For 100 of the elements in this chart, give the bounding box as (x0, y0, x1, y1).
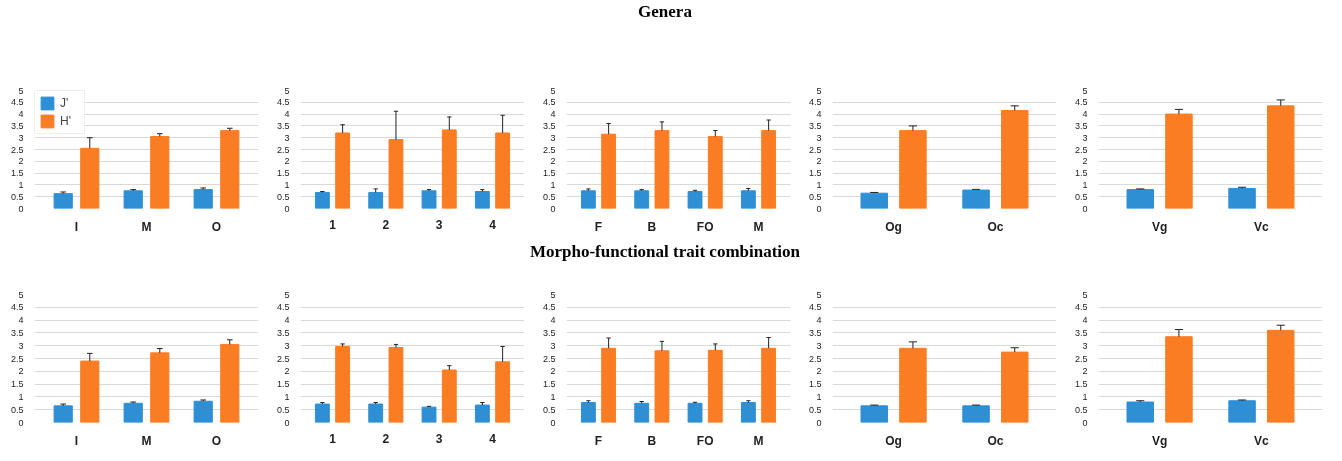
y-tick-label: 3.5 (10, 327, 24, 338)
y-tick-label: 4.5 (808, 97, 822, 108)
bar (962, 189, 990, 209)
y-tick-label: 0.5 (10, 404, 24, 415)
y-tick-label: 0 (18, 417, 24, 428)
y-tick-label: 1 (18, 391, 24, 402)
y-tick-label: 1.5 (808, 379, 822, 390)
y-tick-label: 0 (550, 203, 556, 214)
y-tick-label: 0 (284, 417, 290, 428)
y-tick-label: 2 (816, 156, 822, 167)
y-tick-label: 4.5 (276, 302, 290, 313)
bar (654, 130, 670, 209)
bar (707, 349, 723, 423)
y-tick-label: 4 (1082, 109, 1088, 120)
x-tick-label: M (141, 433, 152, 448)
bar (1001, 110, 1029, 209)
x-tick-label: O (211, 219, 222, 234)
bar (368, 191, 384, 209)
bar (580, 190, 596, 209)
y-tick-label: 2.5 (10, 353, 24, 364)
y-tick-label: 2.5 (1074, 144, 1088, 155)
bar (123, 402, 143, 423)
y-tick-label: 1 (284, 391, 290, 402)
y-tick-label: 3 (284, 340, 290, 351)
y-tick-label: 5 (816, 289, 822, 300)
x-tick-label: M (753, 219, 764, 234)
y-tick-label: 3.5 (276, 120, 290, 131)
bar (53, 193, 73, 209)
bar (761, 130, 777, 209)
y-tick-label: 1 (284, 179, 290, 190)
y-tick-label: 1.5 (1074, 379, 1088, 390)
x-tick-label: F (594, 219, 603, 234)
y-tick-label: 3 (1082, 340, 1088, 351)
y-tick-label: 3.5 (1074, 327, 1088, 338)
y-tick-label: 3.5 (542, 327, 556, 338)
y-tick-label: 3 (18, 340, 24, 351)
bar (1228, 400, 1256, 423)
x-tick-label: F (594, 433, 603, 448)
y-tick-label: 3 (816, 132, 822, 143)
bar (1001, 351, 1029, 423)
bar (335, 345, 351, 423)
y-tick-label: 2 (1082, 366, 1088, 377)
y-tick-label: 5 (550, 85, 556, 96)
y-tick-label: 2.5 (542, 353, 556, 364)
x-tick-label: M (753, 433, 764, 448)
y-tick-label: 1.5 (1074, 168, 1088, 179)
bar (495, 132, 511, 209)
bar (368, 403, 384, 423)
bar (707, 136, 723, 209)
y-tick-label: 2.5 (808, 144, 822, 155)
y-tick-label: 5 (1082, 85, 1088, 96)
y-tick-label: 4.5 (1074, 97, 1088, 108)
y-tick-label: 5 (18, 289, 24, 300)
y-tick-label: 1.5 (808, 168, 822, 179)
bar (80, 147, 100, 209)
bar (962, 405, 990, 423)
y-tick-label: 2.5 (542, 144, 556, 155)
y-tick-label: 1.5 (542, 168, 556, 179)
y-tick-label: 0 (550, 417, 556, 428)
bar (388, 346, 404, 423)
y-tick-label: 0.5 (10, 191, 24, 202)
y-tick-label: 3.5 (10, 120, 24, 131)
y-tick-label: 4 (18, 315, 24, 326)
bar (474, 191, 490, 209)
y-tick-label: 1 (550, 391, 556, 402)
bar (761, 347, 777, 423)
y-tick-label: 4 (284, 109, 290, 120)
bar (1126, 401, 1154, 423)
y-tick-label: 0.5 (276, 191, 290, 202)
x-tick-label: Oc (987, 219, 1004, 234)
y-tick-label: 4.5 (1074, 302, 1088, 313)
bar (220, 130, 240, 209)
y-tick-label: 5 (816, 85, 822, 96)
y-tick-label: 0.5 (542, 191, 556, 202)
y-tick-label: 4.5 (10, 302, 24, 313)
y-tick-label: 2 (284, 366, 290, 377)
x-tick-label: Vg (1151, 219, 1168, 234)
bar (1165, 113, 1193, 209)
y-tick-label: 4 (816, 109, 822, 120)
x-tick-label: 2 (382, 217, 390, 232)
x-tick-label: Og (885, 433, 902, 448)
bar (860, 405, 888, 423)
bar (314, 191, 330, 209)
bar (1228, 187, 1256, 209)
y-tick-label: 5 (1082, 289, 1088, 300)
y-tick-label: 0 (284, 203, 290, 214)
y-tick-label: 5 (284, 85, 290, 96)
bar (899, 347, 927, 423)
bar (335, 132, 351, 209)
bar (1126, 189, 1154, 209)
x-tick-label: Og (885, 219, 902, 234)
y-tick-label: 1 (18, 179, 24, 190)
y-tick-label: 4 (1082, 315, 1088, 326)
x-tick-label: Vc (1254, 433, 1270, 448)
y-tick-label: 0.5 (808, 191, 822, 202)
bar (580, 402, 596, 423)
y-tick-label: 1.5 (10, 168, 24, 179)
y-tick-label: 3.5 (808, 327, 822, 338)
x-tick-label: Oc (987, 433, 1004, 448)
y-tick-label: 2 (18, 366, 24, 377)
